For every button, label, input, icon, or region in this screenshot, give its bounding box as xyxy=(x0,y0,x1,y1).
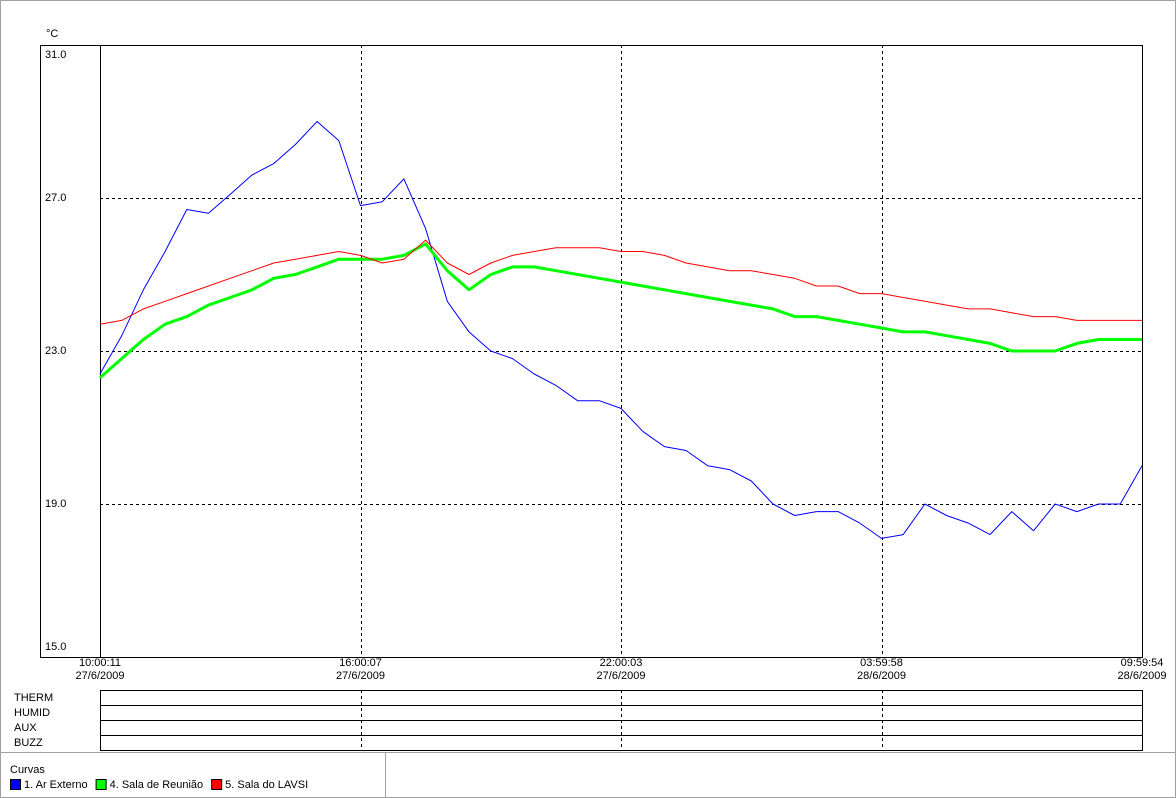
legend-title: Curvas xyxy=(10,764,45,776)
x-tick-date: 27/6/2009 xyxy=(597,670,646,682)
x-tick-date: 27/6/2009 xyxy=(76,670,125,682)
y-tick-label: 15.0 xyxy=(45,641,66,653)
legend-label: 1. Ar Externo xyxy=(24,779,88,791)
legend-swatch xyxy=(10,779,21,790)
x-tick-label: 03:59:58 xyxy=(860,657,903,669)
x-tick-date: 27/6/2009 xyxy=(336,670,385,682)
series-line xyxy=(99,242,1142,379)
legend-label: 5. Sala do LAVSI xyxy=(225,779,308,791)
y-tick-label: 23.0 xyxy=(45,345,66,357)
channel-label: HUMID xyxy=(14,707,50,719)
channel-label: THERM xyxy=(14,692,53,704)
y-tick-label: 31.0 xyxy=(45,49,66,61)
legend-swatch xyxy=(95,779,107,790)
series-line xyxy=(99,121,1143,539)
channel-strip xyxy=(100,735,1143,751)
x-tick-label: 22:00:03 xyxy=(600,657,643,669)
y-tick-label: 19.0 xyxy=(45,498,66,510)
x-tick-label: 09:59:54 xyxy=(1121,657,1164,669)
series-line xyxy=(99,239,1142,325)
y-tick-label: 27.0 xyxy=(45,192,66,204)
x-tick-date: 28/6/2009 xyxy=(1118,670,1167,682)
x-tick-label: 10:00:11 xyxy=(79,657,121,669)
channel-label: BUZZ xyxy=(14,737,43,749)
channel-label: AUX xyxy=(14,722,37,734)
x-tick-label: 16:00:07 xyxy=(339,657,382,669)
plot-frame xyxy=(100,45,1143,658)
legend-swatch xyxy=(211,779,223,790)
x-tick-date: 28/6/2009 xyxy=(857,670,906,682)
y-axis-unit: °C xyxy=(46,28,58,40)
legend-label: 4. Sala de Reunião xyxy=(110,779,204,791)
